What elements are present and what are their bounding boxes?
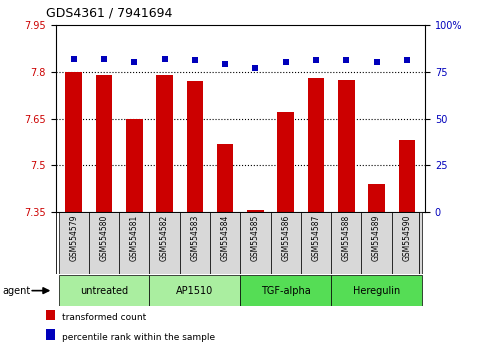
Text: AP1510: AP1510 (176, 286, 213, 296)
Text: GSM554583: GSM554583 (190, 214, 199, 261)
Point (191, 58, 199, 63)
Bar (270, 212, 301, 274)
Text: untreated: untreated (80, 286, 128, 296)
Text: GSM554587: GSM554587 (312, 214, 321, 261)
Bar (58, 275, 149, 306)
Point (252, 65, 259, 71)
Bar (277, 112, 294, 354)
Text: TGF-alpha: TGF-alpha (261, 286, 311, 296)
Text: Heregulin: Heregulin (353, 286, 400, 296)
Bar (65, 72, 82, 354)
Text: agent: agent (2, 286, 30, 296)
Bar (331, 275, 422, 306)
Text: GSM554582: GSM554582 (160, 214, 169, 261)
Bar (217, 144, 233, 354)
Bar (301, 212, 331, 274)
Text: percentile rank within the sample: percentile rank within the sample (62, 332, 215, 342)
Point (373, 59, 381, 65)
Bar (149, 212, 180, 274)
Bar (241, 212, 270, 274)
Point (282, 59, 290, 65)
Bar (186, 81, 203, 354)
Bar (392, 212, 422, 274)
Bar (331, 212, 361, 274)
Text: GSM554586: GSM554586 (281, 214, 290, 261)
Text: GSM554588: GSM554588 (342, 214, 351, 261)
Point (403, 58, 411, 63)
Point (161, 56, 169, 61)
Bar (119, 212, 149, 274)
Bar (126, 119, 142, 354)
Point (130, 59, 138, 65)
Text: GSM554585: GSM554585 (251, 214, 260, 261)
Bar (180, 212, 210, 274)
Bar (89, 212, 119, 274)
Text: GDS4361 / 7941694: GDS4361 / 7941694 (46, 6, 172, 19)
Bar (149, 275, 241, 306)
Bar (361, 212, 392, 274)
Bar (58, 212, 89, 274)
Point (312, 58, 320, 63)
Text: GSM554580: GSM554580 (99, 214, 109, 261)
Point (100, 56, 108, 61)
Text: GSM554584: GSM554584 (221, 214, 229, 261)
Point (221, 61, 229, 67)
Bar (308, 78, 325, 354)
Point (342, 58, 350, 63)
Bar (156, 75, 173, 354)
Bar (241, 275, 331, 306)
Text: GSM554581: GSM554581 (130, 214, 139, 261)
Bar (338, 80, 355, 354)
Bar (96, 75, 113, 354)
Text: GSM554590: GSM554590 (402, 214, 412, 261)
Text: GSM554589: GSM554589 (372, 214, 381, 261)
Point (70, 56, 78, 61)
Bar (210, 212, 241, 274)
Bar (368, 184, 385, 354)
Bar (247, 210, 264, 354)
Text: transformed count: transformed count (62, 313, 146, 322)
Text: GSM554579: GSM554579 (69, 214, 78, 261)
Bar (398, 141, 415, 354)
